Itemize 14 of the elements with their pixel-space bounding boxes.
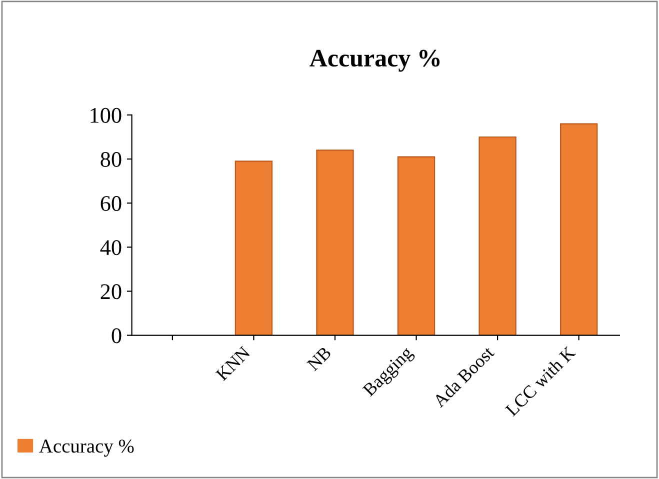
y-tick-label: 60 [100, 196, 122, 212]
bar [234, 160, 273, 336]
y-tick-label: 40 [100, 240, 122, 256]
x-tick-label: NB [306, 346, 332, 372]
y-tick-label: 100 [90, 108, 122, 123]
bar [560, 123, 598, 336]
y-tick-label: 80 [100, 152, 122, 167]
legend-label: Accuracy % [39, 440, 134, 457]
bar [478, 136, 516, 336]
chart-title: Accuracy % [310, 50, 440, 72]
bar [397, 156, 436, 336]
y-tick-label: 20 [100, 284, 122, 300]
bar [316, 150, 354, 336]
y-tick-label: 0 [112, 328, 122, 344]
